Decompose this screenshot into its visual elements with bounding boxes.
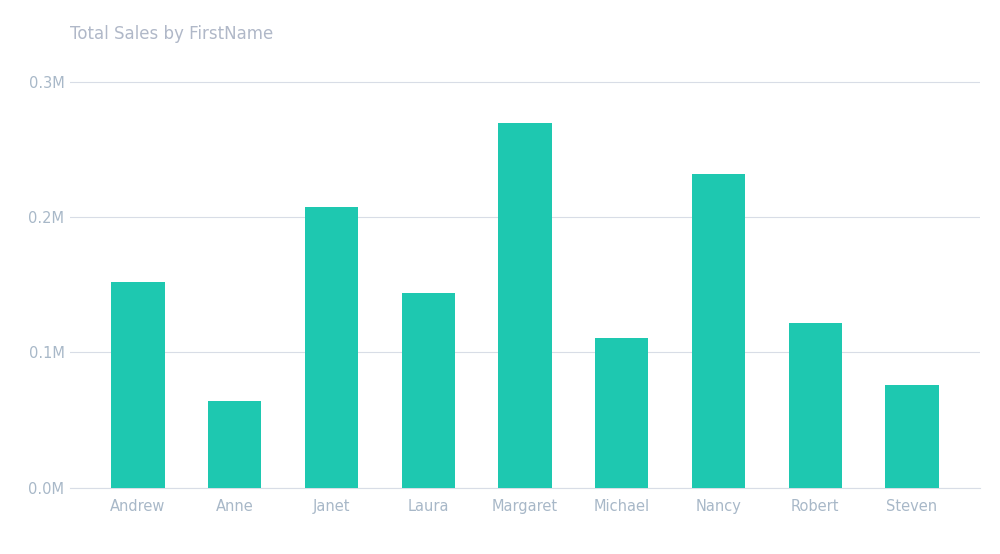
Bar: [692, 174, 745, 488]
Text: Total Sales by FirstName: Total Sales by FirstName: [70, 25, 273, 43]
Bar: [595, 337, 648, 488]
Bar: [885, 385, 939, 488]
Bar: [208, 401, 261, 488]
Bar: [111, 282, 165, 488]
Bar: [402, 293, 455, 488]
Bar: [789, 323, 842, 488]
Bar: [498, 123, 552, 488]
Bar: [305, 207, 358, 488]
